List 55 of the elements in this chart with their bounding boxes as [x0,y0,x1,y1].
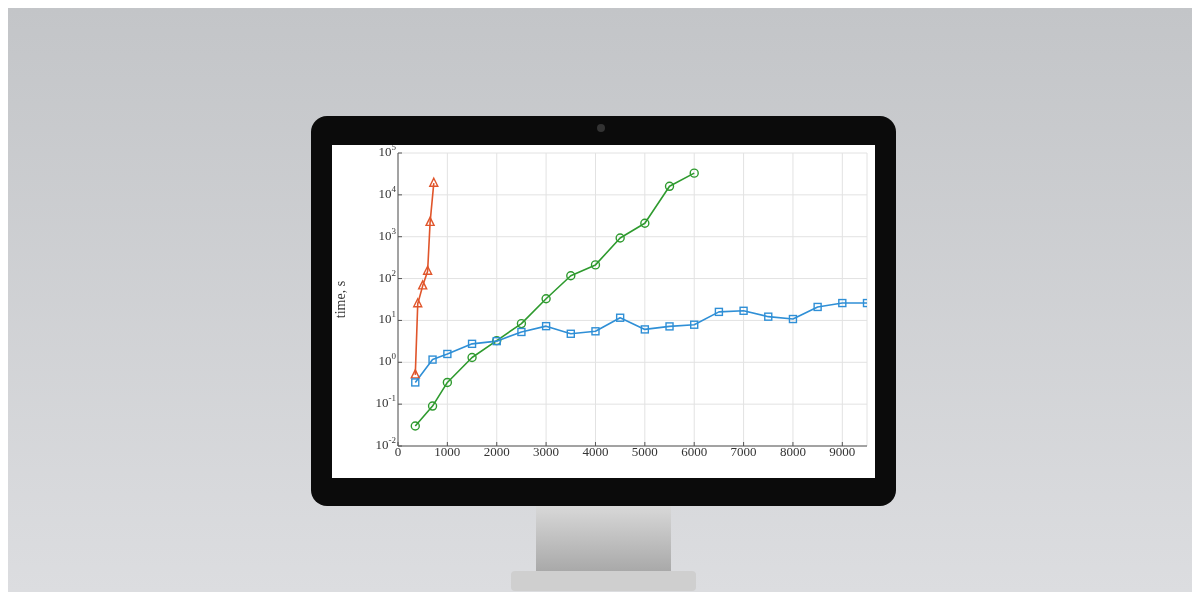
point [615,313,625,322]
point [541,321,551,331]
point [838,298,847,308]
point [427,401,438,411]
y-tick-label: 10$^{-2}$ [375,435,396,452]
y-tick-label: 10$^{0}$ [378,351,397,369]
x-tick-label: 1000 [434,444,461,459]
point [591,327,600,336]
point [413,298,423,308]
x-tick-label: 3000 [533,444,560,459]
y-tick-label: 10$^{1}$ [378,309,396,327]
point [690,320,699,329]
point [615,233,625,243]
point [410,369,420,379]
point [428,355,437,364]
point [665,322,674,331]
point [516,318,527,329]
point [417,280,428,290]
point [590,260,601,270]
x-tick-label: 5000 [631,444,658,459]
y-tick-label: 10$^{5}$ [378,142,397,159]
point [411,378,420,387]
point [541,294,551,304]
point [410,421,420,431]
point [664,181,675,192]
y-tick-label: 10$^{3}$ [378,225,397,243]
point [640,325,650,334]
point [517,327,526,337]
y-tick-label: 10$^{4}$ [378,183,397,201]
point [467,352,477,363]
point [640,218,650,228]
x-tick-label: 9000 [829,444,856,459]
point [566,271,576,281]
point [566,329,575,338]
point [442,377,453,388]
x-tick-label: 4000 [582,444,609,459]
point [788,314,798,324]
x-tick-label: 6000 [681,444,708,459]
point [714,307,724,317]
point [443,349,452,359]
point [429,177,439,187]
point [813,302,822,312]
point [425,216,435,227]
x-tick-label: 8000 [779,444,806,459]
point [764,312,773,321]
y-tick-label: 10$^{2}$ [378,267,396,285]
point [467,339,477,349]
point [689,168,699,178]
point [422,265,433,275]
point [739,306,748,315]
x-tick-label: 7000 [730,444,757,459]
y-axis-title: time, s [332,280,348,319]
x-tick-label: 2000 [483,444,510,459]
x-tick-label: 0 [394,444,402,459]
y-tick-label: 10$^{-1}$ [375,393,396,411]
